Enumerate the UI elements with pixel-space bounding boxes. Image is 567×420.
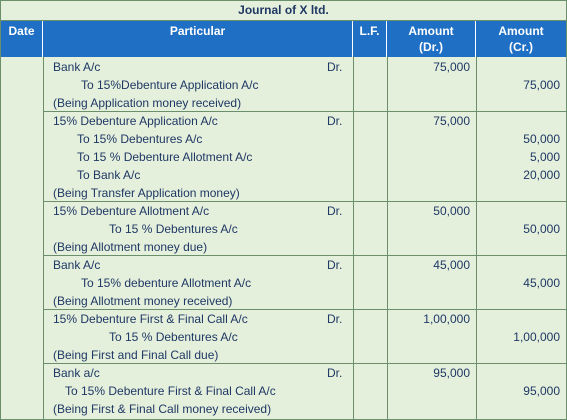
particular-text: To Bank A/c	[77, 168, 141, 182]
column-divider-particular	[353, 57, 354, 419]
particular-text: To 15 % Debentures A/c	[109, 222, 238, 236]
particular-text: (Being Allotment money received)	[53, 294, 233, 308]
journal-title: Journal of X ltd.	[1, 1, 566, 21]
dr-marker: Dr.	[327, 204, 343, 218]
credit-amount: 95,000	[523, 384, 560, 398]
particular-text: 15% Debenture Allotment A/c	[53, 204, 210, 218]
entry-separator	[43, 363, 566, 364]
credit-amount: 20,000	[523, 168, 560, 182]
entry-separator	[43, 111, 566, 112]
column-divider-date	[43, 57, 44, 419]
debit-amount: 45,000	[433, 258, 470, 272]
header-date-label: Date	[8, 24, 35, 38]
header-amount-dr-line1: Amount	[408, 24, 454, 38]
debit-amount: 75,000	[433, 60, 470, 74]
credit-amount: 50,000	[523, 132, 560, 146]
dr-marker: Dr.	[327, 258, 343, 272]
particular-text: (Being Application money received)	[53, 96, 242, 110]
credit-amount: 75,000	[523, 78, 560, 92]
header-particular: Particular	[43, 21, 353, 57]
header-amount-dr: Amount (Dr.)	[387, 21, 476, 57]
credit-amount: 50,000	[523, 222, 560, 236]
debit-amount: 1,00,000	[423, 312, 470, 326]
particular-text: 15% Debenture First & Final Call A/c	[53, 312, 248, 326]
header-lf-label: L.F.	[359, 24, 380, 38]
header-lf: L.F.	[353, 21, 387, 57]
particular-text: To 15% Debenture First & Final Call A/c	[65, 384, 276, 398]
debit-amount: 50,000	[433, 204, 470, 218]
header-amount-cr-line2: (Cr.)	[509, 40, 533, 54]
credit-amount: 45,000	[523, 276, 560, 290]
entry-separator	[43, 255, 566, 256]
credit-amount: 5,000	[529, 150, 560, 164]
particular-text: To 15% debenture Allotment A/c	[81, 276, 252, 290]
header-amount-dr-line2: (Dr.)	[419, 40, 443, 54]
particular-text: (Being Transfer Application money)	[53, 186, 240, 200]
header-amount-cr-line1: Amount	[498, 24, 544, 38]
particular-text: 15% Debenture Application A/c	[53, 114, 218, 128]
particular-text: Bank A/c	[53, 258, 101, 272]
particular-text: To 15 % Debenture Allotment A/c	[77, 150, 253, 164]
particular-text: To 15 % Debentures A/c	[109, 330, 238, 344]
dr-marker: Dr.	[327, 366, 343, 380]
header-date: Date	[1, 21, 43, 57]
column-divider-amount	[476, 57, 477, 419]
debit-amount: 75,000	[433, 114, 470, 128]
header-amount-cr: Amount (Cr.)	[476, 21, 566, 57]
particular-text: (Being Allotment money due)	[53, 240, 208, 254]
particular-text: To 15% Debentures A/c	[77, 132, 203, 146]
particular-text: (Being First & Final Call money received…	[53, 402, 272, 416]
credit-amount: 1,00,000	[513, 330, 560, 344]
dr-marker: Dr.	[327, 60, 343, 74]
particular-text: Bank a/c	[53, 366, 100, 380]
dr-marker: Dr.	[327, 114, 343, 128]
column-divider-lf	[387, 57, 388, 419]
debit-amount: 95,000	[433, 366, 470, 380]
dr-marker: Dr.	[327, 312, 343, 326]
entry-separator	[43, 201, 566, 202]
particular-text: (Being First and Final Call due)	[53, 348, 219, 362]
particular-text: To 15%Debenture Application A/c	[81, 78, 259, 92]
particular-text: Bank A/c	[53, 60, 101, 74]
header-particular-label: Particular	[169, 24, 226, 38]
entry-separator	[43, 309, 566, 310]
